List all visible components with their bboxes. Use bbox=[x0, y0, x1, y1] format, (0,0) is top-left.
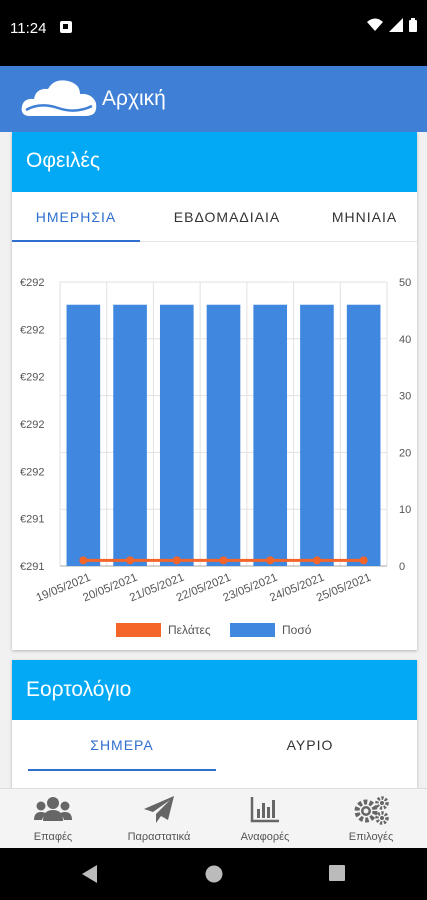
left-tick-label: €292 bbox=[20, 324, 44, 336]
line-point bbox=[172, 556, 181, 565]
tab-daily[interactable]: ΗΜΕΡΗΣΙΑ bbox=[35, 209, 117, 225]
nav-documents-label: Παραστατικά bbox=[127, 831, 191, 843]
left-tick-label: €291 bbox=[20, 514, 44, 526]
signal-icon bbox=[389, 18, 403, 32]
feasts-card: Εορτολόγιο ΣΗΜΕΡΑ ΑΥΡΙΟ bbox=[12, 660, 417, 788]
system-navigation-bar bbox=[0, 848, 427, 900]
back-icon[interactable] bbox=[82, 865, 98, 883]
notification-icon bbox=[60, 21, 72, 33]
nav-options-label: Επιλογές bbox=[348, 831, 394, 843]
right-tick-label: 40 bbox=[399, 334, 411, 346]
line-point bbox=[359, 556, 368, 565]
tab-weekly[interactable]: ΕΒΔΟΜΑΔΙΑΙΑ bbox=[173, 209, 281, 225]
wifi-icon bbox=[367, 18, 383, 31]
right-tick-label: 50 bbox=[399, 277, 411, 289]
debts-tabs: ΗΜΕΡΗΣΙΑ ΕΒΔΟΜΑΔΙΑΙΑ ΜΗΝΙΑΙΑ bbox=[12, 192, 417, 242]
nav-reports[interactable]: Αναφορές bbox=[212, 789, 318, 849]
nav-contacts[interactable]: Επαφές bbox=[0, 789, 106, 849]
line-point bbox=[219, 556, 228, 565]
line-point bbox=[79, 556, 88, 565]
line-point bbox=[312, 556, 321, 565]
line-point bbox=[266, 556, 275, 565]
home-icon[interactable] bbox=[205, 865, 223, 883]
line-point bbox=[126, 556, 135, 565]
bottom-navigation: Επαφές Παραστατικά Αναφορές Επιλογές bbox=[0, 788, 427, 848]
bar bbox=[66, 304, 101, 566]
bar-chart-icon bbox=[250, 797, 279, 823]
legend-swatch-amount bbox=[230, 623, 275, 637]
legend-label-customers: Πελάτες bbox=[168, 623, 211, 637]
paper-plane-icon bbox=[144, 796, 174, 823]
cloud-logo-icon bbox=[21, 80, 97, 116]
tab-tomorrow[interactable]: ΑΥΡΙΟ bbox=[286, 737, 334, 753]
tab-indicator bbox=[12, 240, 140, 242]
left-tick-label: €292 bbox=[20, 372, 44, 384]
battery-icon bbox=[409, 18, 417, 32]
debts-chart: 50403020100€292€292€292€292€292€291€2911… bbox=[20, 277, 411, 637]
right-tick-label: 0 bbox=[399, 561, 405, 573]
contacts-icon bbox=[34, 797, 72, 821]
right-tick-label: 10 bbox=[399, 504, 411, 516]
nav-options[interactable]: Επιλογές bbox=[318, 789, 424, 849]
right-tick-label: 30 bbox=[399, 391, 411, 403]
nav-documents[interactable]: Παραστατικά bbox=[106, 789, 212, 849]
status-icons bbox=[367, 18, 417, 32]
legend-label-amount: Ποσό bbox=[282, 623, 312, 637]
feasts-card-title: Εορτολόγιο bbox=[12, 660, 417, 720]
left-tick-label: €292 bbox=[20, 419, 44, 431]
tab-monthly[interactable]: ΜΗΝΙΑΙΑ bbox=[331, 209, 398, 225]
bar bbox=[206, 304, 241, 566]
status-bar: 11:24 bbox=[0, 0, 427, 66]
x-tick-label: 25/05/2021 bbox=[315, 572, 373, 605]
bar bbox=[253, 304, 288, 566]
bar bbox=[159, 304, 194, 566]
status-time: 11:24 bbox=[10, 20, 47, 37]
nav-contacts-label: Επαφές bbox=[33, 831, 73, 843]
bar bbox=[113, 304, 147, 566]
bar bbox=[300, 304, 334, 566]
debts-card-title: Οφειλές bbox=[12, 132, 417, 192]
main-content[interactable]: Οφειλές ΗΜΕΡΗΣΙΑ ΕΒΔΟΜΑΔΙΑΙΑ ΜΗΝΙΑΙΑ 50 4… bbox=[0, 132, 427, 788]
tab-today[interactable]: ΣΗΜΕΡΑ bbox=[90, 737, 154, 753]
recents-icon[interactable] bbox=[329, 865, 345, 881]
nav-reports-label: Αναφορές bbox=[240, 831, 290, 843]
app-bar: Αρχική bbox=[0, 66, 427, 132]
legend-swatch-customers bbox=[116, 623, 161, 637]
right-tick-label: 20 bbox=[399, 447, 411, 459]
gears-icon bbox=[354, 796, 389, 825]
debts-card: Οφειλές ΗΜΕΡΗΣΙΑ ΕΒΔΟΜΑΔΙΑΙΑ ΜΗΝΙΑΙΑ 50 4… bbox=[12, 132, 417, 650]
left-tick-label: €291 bbox=[20, 561, 44, 573]
left-tick-label: €292 bbox=[20, 277, 44, 289]
feasts-tabs: ΣΗΜΕΡΑ ΑΥΡΙΟ bbox=[12, 720, 417, 771]
left-tick-label: €292 bbox=[20, 466, 44, 478]
bar bbox=[346, 304, 381, 566]
page-title: Αρχική bbox=[102, 87, 166, 110]
tab-indicator bbox=[28, 769, 216, 771]
